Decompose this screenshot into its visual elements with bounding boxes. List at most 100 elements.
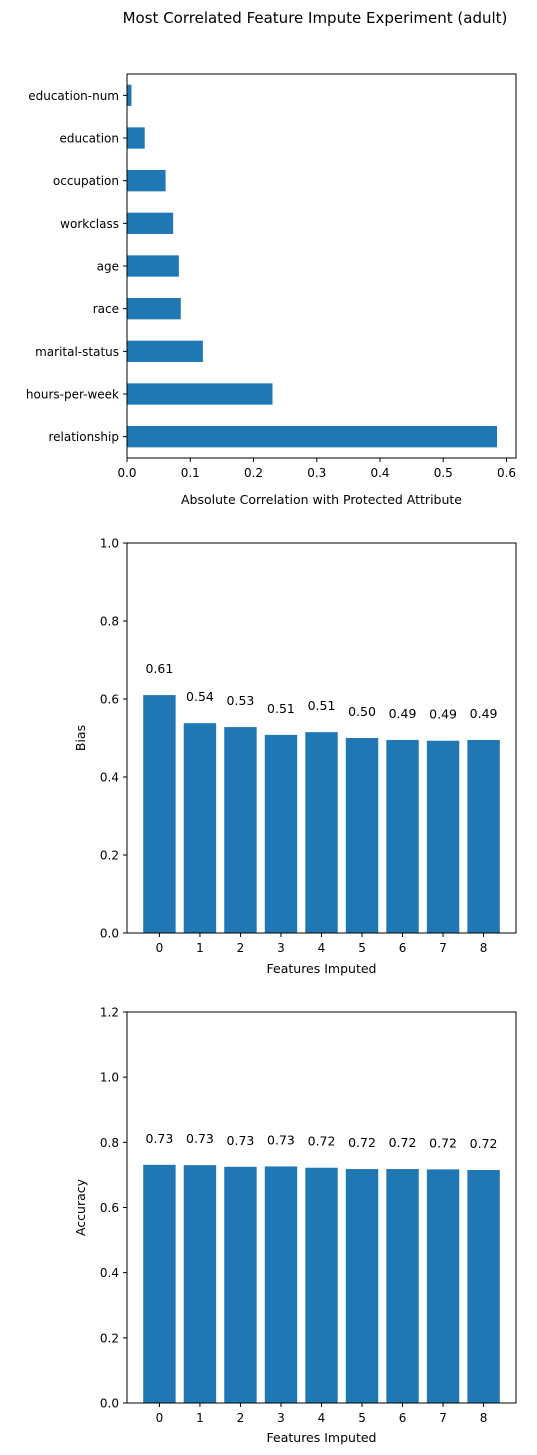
bias-chart: 0 0.61 1 0.54 2 0.53 3 0.51 4 0.51 5 0.50 6 0.49 7 0.49… [73, 537, 517, 976]
data-label: 0.72 [470, 1136, 498, 1151]
bias-bar [467, 739, 500, 933]
accuracy-bar [386, 1169, 419, 1403]
x-tick-label: 4 [318, 941, 326, 955]
x-tick-label: 1 [196, 1411, 204, 1425]
bias-bar [305, 732, 338, 933]
bias-bar [183, 723, 217, 933]
x-tick-label: 2 [237, 941, 245, 955]
data-label: 0.51 [308, 698, 336, 713]
data-label: 0.72 [429, 1135, 457, 1150]
correlation-chart: relationship hours-per-week marital-status… [26, 73, 517, 507]
data-label: 0.72 [348, 1135, 376, 1150]
x-tick-label: 7 [439, 941, 447, 955]
accuracy-bar [264, 1166, 298, 1403]
bias-bar [264, 734, 298, 933]
data-label: 0.53 [227, 693, 255, 708]
x-tick-label: 4 [318, 1411, 326, 1425]
accuracy-bar [467, 1170, 500, 1403]
correlation-bar [127, 170, 166, 192]
y-tick-label: education-num [28, 89, 119, 103]
y-tick-label: 0.2 [100, 849, 119, 863]
data-label: 0.72 [308, 1134, 336, 1149]
y-tick-label: 1.0 [100, 1071, 119, 1085]
x-axis-label: Absolute Correlation with Protected Attr… [181, 492, 462, 507]
correlation-bar [127, 84, 132, 106]
accuracy-bar [305, 1167, 338, 1403]
bias-bar [345, 738, 379, 933]
x-tick-label: 5 [358, 941, 366, 955]
accuracy-bar [426, 1169, 460, 1403]
correlation-bar [127, 426, 498, 448]
x-tick-label: 0.4 [370, 466, 389, 480]
y-tick-label: age [97, 260, 119, 274]
x-tick-label: 1 [196, 941, 204, 955]
figure-title: Most Correlated Feature Impute Experimen… [123, 9, 508, 27]
x-tick-label: 8 [480, 1411, 488, 1425]
y-tick-label: relationship [48, 430, 119, 444]
x-tick-label: 5 [358, 1411, 366, 1425]
data-label: 0.49 [429, 707, 457, 722]
accuracy-chart: 0 0.73 1 0.73 2 0.73 3 0.73 4 0.72 5 0.72 6 0.72 7 0.72… [73, 1006, 517, 1445]
correlation-bar [127, 383, 273, 405]
y-tick-label: 0.6 [100, 1201, 119, 1215]
accuracy-bar [183, 1165, 217, 1403]
bias-bar [143, 695, 176, 933]
x-tick-label: 0 [156, 941, 164, 955]
y-tick-label: race [93, 302, 119, 316]
data-label: 0.73 [145, 1131, 173, 1146]
x-tick-label: 0.5 [434, 466, 453, 480]
correlation-bar [127, 298, 181, 320]
bias-bar [386, 739, 419, 933]
bias-bar [224, 727, 257, 933]
y-tick-label: 1.0 [100, 537, 119, 551]
x-tick-label: 3 [277, 941, 285, 955]
data-label: 0.51 [267, 701, 295, 716]
y-tick-label: marital-status [35, 345, 119, 359]
correlation-bar [127, 212, 174, 234]
x-tick-label: 0.1 [181, 466, 200, 480]
correlation-bar [127, 255, 179, 277]
y-tick-label: hours-per-week [26, 388, 119, 402]
data-label: 0.72 [389, 1135, 417, 1150]
data-label: 0.73 [267, 1132, 295, 1147]
x-tick-label: 3 [277, 1411, 285, 1425]
x-tick-label: 6 [399, 1411, 407, 1425]
y-tick-label: occupation [53, 174, 119, 188]
x-tick-label: 7 [439, 1411, 447, 1425]
x-tick-label: 0.3 [307, 466, 326, 480]
x-tick-label: 6 [399, 941, 407, 955]
data-label: 0.61 [145, 661, 173, 676]
accuracy-bar [345, 1169, 379, 1403]
x-axis-label: Features Imputed [267, 1430, 377, 1445]
y-tick-label: education [59, 132, 119, 146]
data-label: 0.73 [186, 1131, 214, 1146]
y-tick-label: 0.4 [100, 1266, 119, 1280]
y-tick-label: 0.0 [100, 1397, 119, 1411]
correlation-bar [127, 340, 203, 362]
accuracy-bar [143, 1164, 176, 1403]
y-tick-label: 0.0 [100, 927, 119, 941]
y-tick-label: 0.6 [100, 693, 119, 707]
accuracy-bar [224, 1166, 257, 1403]
x-axis-label: Features Imputed [267, 961, 377, 976]
y-tick-label: 1.2 [100, 1006, 119, 1020]
x-tick-label: 8 [480, 941, 488, 955]
x-tick-label: 2 [237, 1411, 245, 1425]
y-axis-label: Bias [73, 725, 88, 751]
data-label: 0.73 [227, 1133, 255, 1148]
plot-frame [126, 73, 517, 459]
x-tick-label: 0 [156, 1411, 164, 1425]
x-tick-label: 0.2 [244, 466, 263, 480]
correlation-bar [127, 127, 145, 149]
x-tick-label: 0.6 [497, 466, 516, 480]
plot-frame [126, 542, 517, 934]
y-tick-label: 0.8 [100, 615, 119, 629]
y-axis-label: Accuracy [73, 1178, 88, 1236]
x-tick-label: 0.0 [117, 466, 136, 480]
data-label: 0.49 [470, 706, 498, 721]
y-tick-label: 0.2 [100, 1331, 119, 1345]
data-label: 0.49 [389, 706, 417, 721]
data-label: 0.54 [186, 689, 214, 704]
plot-frame [126, 1011, 517, 1404]
